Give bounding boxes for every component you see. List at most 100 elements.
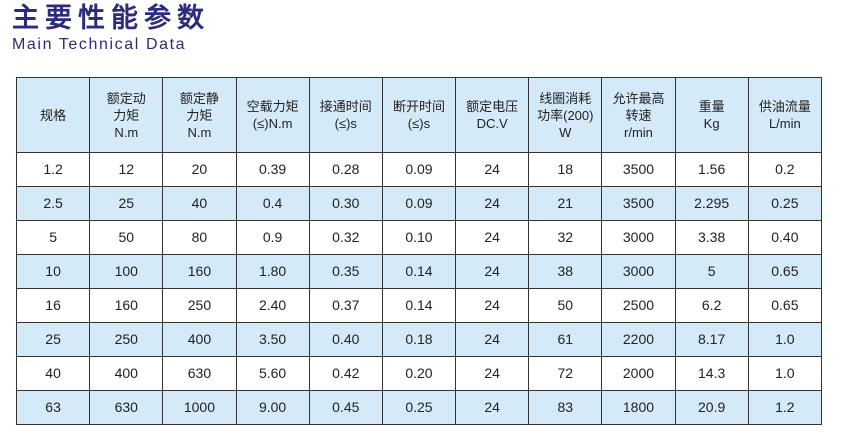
column-header-line: 空载力矩 <box>246 99 299 114</box>
table-cell: 0.2 <box>747 152 823 187</box>
table-cell: 24 <box>455 186 530 221</box>
table-cell: 0.40 <box>747 220 823 255</box>
table-cell: 400 <box>162 322 237 357</box>
table-cell: 0.39 <box>235 152 310 187</box>
column-header-line: W <box>559 124 572 140</box>
table-cell: 24 <box>455 356 530 391</box>
column-header-line: 转速 <box>625 107 652 123</box>
column-header-line: 重量 <box>698 99 725 114</box>
column-header-line: L/min <box>768 116 801 131</box>
table-cell: 3.50 <box>235 322 310 357</box>
table-cell: 25 <box>15 322 91 357</box>
table-row: 5 50 80 0.9 0.32 0.10 24 32 3000 3.38 0.40 <box>15 220 823 255</box>
table-cell: 24 <box>455 152 530 187</box>
table-cell: 18 <box>528 152 603 187</box>
table-cell: 38 <box>528 254 603 289</box>
table-cell: 0.25 <box>381 390 457 425</box>
table-cell: 0.10 <box>381 220 457 255</box>
table-cell: 0.14 <box>381 254 457 289</box>
table-cell: 21 <box>528 186 603 221</box>
table-body: 1.2 12 20 0.39 0.28 0.09 24 18 3500 1.56 0.2 2.5 25 4… <box>15 152 823 425</box>
table-cell: 0.9 <box>235 220 310 255</box>
column-header: 额定静 力矩 N.m <box>162 77 237 153</box>
column-header-line: 线圈消耗 <box>539 90 592 106</box>
table-cell: 2.5 <box>15 186 91 221</box>
table-cell: 50 <box>89 220 164 255</box>
table-cell: 12 <box>89 152 164 187</box>
table-cell: 32 <box>528 220 603 255</box>
table-cell: 3.38 <box>674 220 749 255</box>
column-header-line: (≤)s <box>334 116 357 131</box>
table-cell: 3000 <box>601 220 676 255</box>
table-cell: 24 <box>455 288 530 323</box>
table-cell: 0.42 <box>308 356 383 391</box>
table-row: 40 400 630 5.60 0.42 0.20 24 72 2000 14.3 1.0 <box>15 356 823 391</box>
technical-data-table: 规格 额定动 力矩 N.m 额定静 力矩 N.m 空载力矩 (≤)N.m 接通时间 (≤)s 断开时间… <box>15 77 823 425</box>
table-cell: 0.25 <box>747 186 823 221</box>
table-cell: 3500 <box>601 186 676 221</box>
table-cell: 0.20 <box>381 356 457 391</box>
column-header-line: 额定电压 <box>466 99 519 114</box>
table-cell: 16 <box>15 288 91 323</box>
column-header-line: 规格 <box>40 107 67 123</box>
column-header-line: 供油流量 <box>758 99 811 114</box>
table-cell: 0.30 <box>308 186 383 221</box>
table-cell: 25 <box>89 186 164 221</box>
table-cell: 5.60 <box>235 356 310 391</box>
column-header-line: 额定静 <box>179 90 219 106</box>
column-header-line: Kg <box>703 116 720 131</box>
column-header: 规格 <box>15 77 91 153</box>
table-cell: 250 <box>162 288 237 323</box>
table-cell: 0.09 <box>381 186 457 221</box>
column-header: 重量 Kg <box>674 77 749 153</box>
column-header: 额定电压 DC.V <box>455 77 530 153</box>
table-cell: 2.295 <box>674 186 749 221</box>
table-row: 1.2 12 20 0.39 0.28 0.09 24 18 3500 1.56 0.2 <box>15 152 823 187</box>
table-cell: 630 <box>162 356 237 391</box>
table-cell: 0.32 <box>308 220 383 255</box>
table-cell: 250 <box>89 322 164 357</box>
table-cell: 1800 <box>601 390 676 425</box>
column-header-line: N.m <box>187 124 212 140</box>
column-header-line: 额定动 <box>106 90 146 106</box>
column-header: 供油流量 L/min <box>747 77 823 153</box>
table-cell: 0.28 <box>308 152 383 187</box>
column-header-line: DC.V <box>476 116 508 131</box>
table-cell: 1.56 <box>674 152 749 187</box>
table-cell: 63 <box>15 390 91 425</box>
table-cell: 24 <box>455 390 530 425</box>
table-cell: 0.18 <box>381 322 457 357</box>
table-cell: 160 <box>162 254 237 289</box>
table-cell: 0.14 <box>381 288 457 323</box>
column-header-line: 允许最高 <box>612 90 665 106</box>
column-header-line: 力矩 <box>186 107 213 123</box>
table-cell: 1.80 <box>235 254 310 289</box>
table-cell: 24 <box>455 220 530 255</box>
table-cell: 61 <box>528 322 603 357</box>
table-cell: 2000 <box>601 356 676 391</box>
table-cell: 9.00 <box>235 390 310 425</box>
table-cell: 2500 <box>601 288 676 323</box>
table-cell: 3000 <box>601 254 676 289</box>
table-cell: 50 <box>528 288 603 323</box>
table-cell: 0.09 <box>381 152 457 187</box>
table-cell: 1.0 <box>747 322 823 357</box>
table-cell: 83 <box>528 390 603 425</box>
page-title: 主要性能参数 <box>12 3 210 34</box>
table-cell: 400 <box>89 356 164 391</box>
table-cell: 20.9 <box>674 390 749 425</box>
table-cell: 160 <box>89 288 164 323</box>
table-cell: 0.37 <box>308 288 383 323</box>
table-cell: 0.4 <box>235 186 310 221</box>
column-header: 允许最高 转速 r/min <box>601 77 676 153</box>
table-row: 10 100 160 1.80 0.35 0.14 24 38 3000 5 0.65 <box>15 254 823 289</box>
column-header-line: 接通时间 <box>319 99 372 114</box>
table-cell: 1.2 <box>15 152 91 187</box>
table-cell: 5 <box>674 254 749 289</box>
table-cell: 3500 <box>601 152 676 187</box>
table-cell: 6.2 <box>674 288 749 323</box>
table-cell: 40 <box>162 186 237 221</box>
table-cell: 1000 <box>162 390 237 425</box>
table-cell: 14.3 <box>674 356 749 391</box>
column-header: 线圈消耗 功率(200) W <box>528 77 603 153</box>
